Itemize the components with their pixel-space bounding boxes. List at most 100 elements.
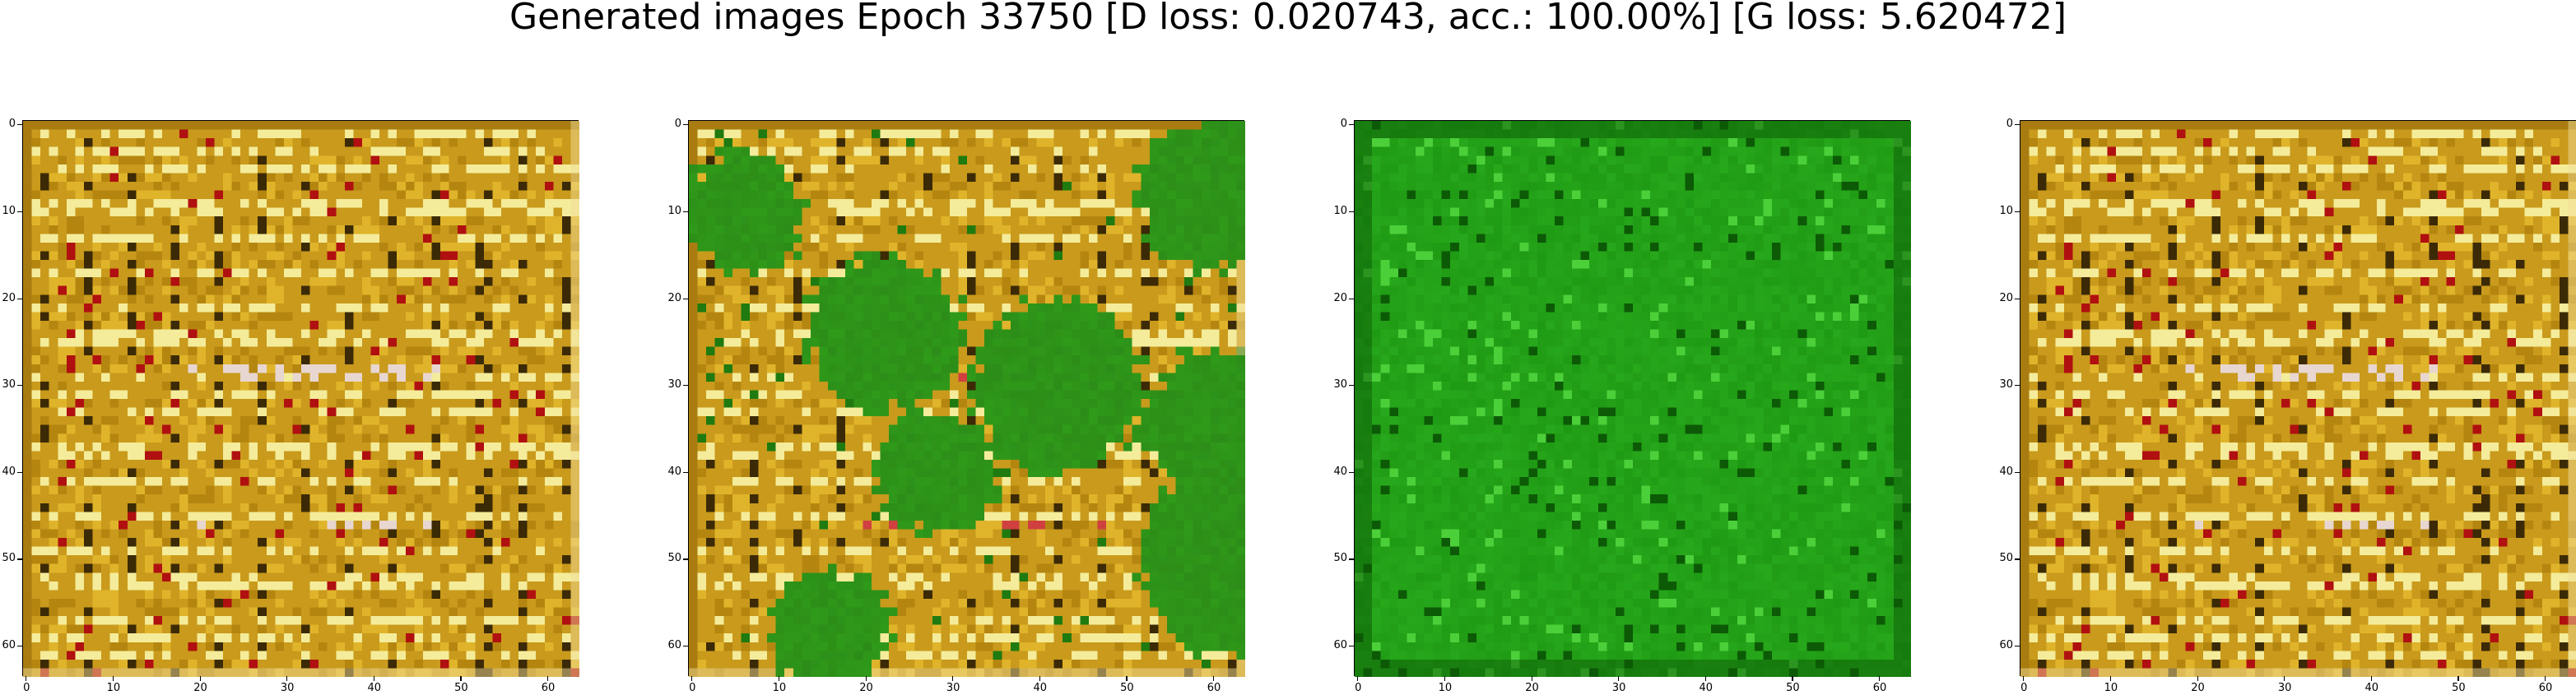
image-pixel [309, 164, 319, 174]
image-pixel [405, 216, 415, 225]
image-pixel [136, 207, 146, 217]
image-pixel [458, 416, 467, 425]
image-pixel [292, 546, 302, 556]
image-pixel [119, 442, 128, 452]
image-pixel [492, 624, 502, 634]
image-pixel [509, 329, 519, 339]
image-pixel [1010, 207, 1020, 217]
image-pixel [544, 260, 554, 269]
image-pixel [119, 390, 128, 400]
image-pixel [101, 138, 110, 147]
image-pixel [153, 590, 163, 600]
image-pixel [810, 190, 820, 200]
image-pixel [414, 225, 424, 234]
image-pixel [397, 424, 406, 434]
image-pixel [136, 285, 146, 295]
image-pixel [388, 407, 398, 417]
image-pixel [266, 285, 276, 295]
image-pixel [83, 529, 93, 539]
image-pixel [83, 225, 93, 234]
image-pixel [275, 555, 285, 564]
image-pixel [440, 260, 449, 269]
image-pixel [500, 146, 510, 156]
image-pixel [509, 199, 519, 208]
image-pixel [863, 155, 872, 165]
image-pixel [379, 129, 388, 139]
image-pixel [570, 277, 579, 286]
image-pixel [1010, 225, 1020, 234]
image-pixel [361, 485, 371, 495]
image-pixel [353, 468, 363, 478]
image-pixel [379, 485, 388, 495]
image-pixel [914, 121, 924, 130]
image-pixel [49, 312, 58, 322]
image-pixel [561, 451, 571, 461]
image-pixel [880, 190, 890, 200]
image-pixel [483, 607, 493, 617]
image-pixel [536, 512, 545, 521]
image-pixel [301, 390, 310, 400]
image-pixel [405, 477, 415, 486]
image-pixel [222, 503, 232, 512]
image-pixel [492, 268, 502, 278]
image-pixel [819, 199, 829, 208]
image-pixel [483, 416, 493, 425]
image-pixel [301, 146, 310, 156]
image-pixel [828, 181, 837, 191]
image-pixel [101, 285, 110, 295]
image-pixel [49, 199, 58, 208]
image-pixel [344, 234, 354, 243]
image-pixel [83, 381, 93, 391]
image-pixel [553, 590, 563, 600]
image-pixel [379, 146, 388, 156]
image-pixel [66, 329, 76, 339]
image-pixel [975, 121, 985, 130]
image-pixel [31, 164, 41, 174]
image-pixel [231, 494, 241, 503]
image-pixel [414, 146, 424, 156]
image-pixel [1149, 138, 1159, 147]
image-pixel [509, 633, 519, 642]
image-pixel [222, 590, 232, 600]
image-pixel [1062, 173, 1072, 183]
image-pixel [23, 598, 32, 608]
image-pixel [414, 416, 424, 425]
image-pixel [249, 320, 258, 330]
image-pixel [570, 607, 579, 617]
image-pixel [1184, 173, 1193, 183]
image-pixel [422, 294, 432, 304]
image-pixel [231, 346, 241, 356]
image-pixel [500, 572, 510, 582]
image-pixel [509, 164, 519, 174]
image-pixel [231, 277, 241, 286]
image-pixel [292, 373, 302, 382]
image-pixel [353, 598, 363, 608]
image-pixel [449, 624, 458, 634]
image-pixel [492, 390, 502, 400]
image-pixel [440, 251, 449, 261]
image-pixel [483, 373, 493, 382]
image-pixel [170, 538, 180, 547]
image-pixel [853, 181, 863, 191]
image-pixel [179, 590, 188, 600]
image-pixel [205, 285, 215, 295]
image-pixel [75, 268, 85, 278]
image-pixel [336, 563, 346, 573]
image-pixel [231, 207, 241, 217]
image-pixel [906, 155, 915, 165]
image-pixel [370, 598, 380, 608]
image-pixel [92, 199, 102, 208]
image-pixel [231, 234, 241, 243]
image-pixel [179, 338, 188, 347]
image-pixel [222, 633, 232, 642]
image-pixel [561, 277, 571, 286]
image-pixel [319, 459, 328, 469]
image-axes [688, 120, 1245, 677]
image-pixel [923, 121, 932, 130]
image-pixel [344, 529, 354, 539]
image-pixel [23, 512, 32, 521]
image-pixel [92, 633, 102, 642]
image-pixel [258, 260, 267, 269]
image-pixel [984, 121, 993, 130]
image-pixel [1036, 190, 1046, 200]
